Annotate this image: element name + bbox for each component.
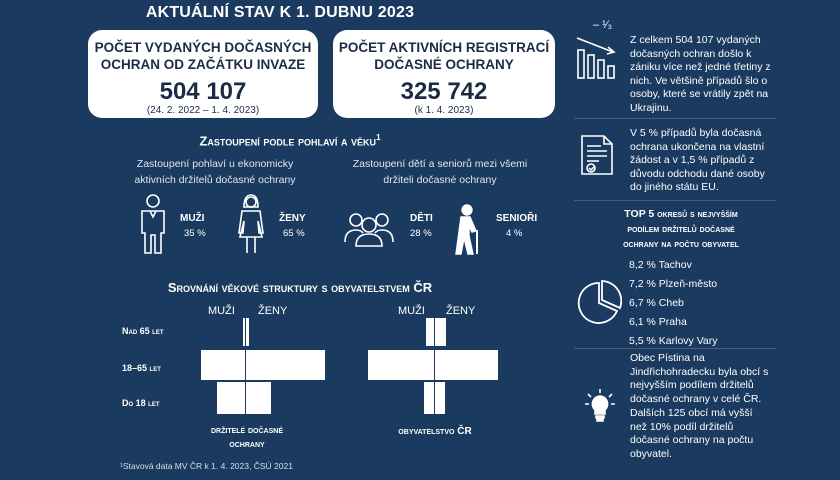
comparison-title: Srovnání věkové struktury s obyvatelstve… — [167, 280, 433, 295]
card-issued-value: 504 107 — [159, 78, 247, 105]
age-label-over65: Nad 65 let — [122, 326, 164, 336]
top5-title-2: podílem držitelů dočasné — [627, 223, 735, 235]
right-pyramid-1865-men — [368, 350, 434, 380]
left-pyramid-1865-men — [201, 350, 245, 380]
sidebar-divider-1 — [574, 118, 776, 119]
sidebar-block-4: Dalších 125 obcí má vyšší než 10% podíl … — [630, 407, 754, 460]
left-pyramid-1865-women — [246, 350, 325, 380]
right-pyramid-over65-men — [426, 318, 434, 346]
declining-bars-icon — [575, 36, 619, 80]
gender-caption-2: aktivních držitelů dočasné ochrany — [134, 174, 296, 186]
children-icon — [343, 208, 395, 248]
age-caption: Zastoupení dětí a seniorů mezi všemi drž… — [325, 156, 555, 188]
sidebar-block-2: V 5 % případů byla dočasná ochrana ukonč… — [630, 127, 765, 193]
card-active-registrations: POČET AKTIVNÍCH REGISTRACÍ DOČASNÉ OCHRA… — [333, 30, 555, 118]
men-label: MUŽI — [180, 213, 205, 224]
right-men-legend: MUŽI — [398, 305, 425, 317]
women-value: 65 % — [283, 228, 305, 239]
left-women-legend: ŽENY — [258, 305, 288, 317]
sidebar-divider-3 — [574, 348, 776, 349]
sidebar-divider-2 — [574, 200, 776, 201]
gender-caption-1: Zastoupení pohlaví u ekonomicky — [136, 158, 294, 170]
sidebar-block-1: Z celkem 504 107 vydaných dočasných ochr… — [630, 34, 771, 114]
footnote: ¹Stavová data MV ČR k 1. 4. 2023, ČSÚ 20… — [120, 461, 293, 471]
right-pyramid-under18-women — [435, 382, 445, 414]
left-caption-1: držitelé dočasné — [210, 425, 283, 436]
woman-icon — [236, 193, 266, 255]
top5-item: 7,2 % Plzeň-město — [629, 278, 718, 290]
gender-section-title-text: Zastoupení podle pohlaví a věku — [199, 133, 377, 149]
top5-title-1: TOP 5 okresů s nejvyšším — [624, 208, 738, 220]
left-pyramid-over65-men — [243, 318, 245, 346]
age-label-18-65: 18–65 let — [122, 363, 161, 373]
top5-title-3: ochrany na počtu obyvatel — [623, 238, 739, 250]
top5-title: TOP 5 okresů s nejvyšším podílem držitel… — [586, 207, 776, 252]
seniors-value: 4 % — [506, 228, 523, 239]
left-pyramid-under18-men — [217, 382, 245, 414]
footnote-mark: 1 — [376, 133, 381, 142]
top5-item: 6,1 % Praha — [629, 316, 687, 328]
right-women-legend: ŽENY — [446, 305, 476, 317]
left-caption-2: ochrany — [229, 439, 265, 450]
right-pyramid-1865-women — [435, 350, 498, 380]
top5-item: 6,7 % Cheb — [629, 297, 684, 309]
man-icon — [138, 193, 168, 255]
fraction-label: – ¹⁄₃ — [593, 19, 613, 31]
women-label: ŽENY — [279, 213, 306, 224]
card-active-title-2: DOČASNÉ OCHRANY — [374, 57, 514, 72]
children-label: DĚTI — [410, 213, 433, 224]
left-pyramid-caption: držitelé dočasné ochrany — [195, 424, 299, 452]
men-value: 35 % — [184, 228, 206, 239]
age-label-under18: Do 18 let — [122, 398, 160, 408]
age-caption-2: držiteli dočasné ochrany — [383, 174, 497, 186]
card-active-value: 325 742 — [400, 78, 488, 105]
card-issued-sub: (24. 2. 2022 – 1. 4. 2023) — [146, 105, 260, 116]
page-title: AKTUÁLNÍ STAV K 1. DUBNU 2023 — [145, 4, 415, 21]
age-caption-1: Zastoupení dětí a seniorů mezi všemi — [352, 158, 528, 170]
top5-item: 8,2 % Tachov — [629, 259, 692, 271]
left-pyramid-over65-women — [246, 318, 249, 346]
right-pyramid-caption: obyvatelstvo ČR — [398, 426, 472, 437]
right-pyramid-under18-men — [424, 382, 434, 414]
seniors-label: SENIOŘI — [496, 213, 538, 224]
top5-list: 8,2 % Tachov 7,2 % Plzeň-město 6,7 % Che… — [629, 256, 718, 351]
right-pyramid-over65-women — [435, 318, 446, 346]
lightbulb-icon — [584, 388, 616, 424]
pie-chart-icon — [576, 280, 622, 326]
card-issued-protections: POČET VYDANÝCH DOČASNÝCH OCHRAN OD ZAČÁT… — [88, 30, 318, 118]
left-men-legend: MUŽI — [208, 305, 235, 317]
card-active-title-1: POČET AKTIVNÍCH REGISTRACÍ — [338, 40, 550, 55]
document-icon — [580, 134, 614, 176]
card-issued-title-2: OCHRAN OD ZAČÁTKU INVAZE — [100, 57, 306, 72]
card-issued-title-1: POČET VYDANÝCH DOČASNÝCH — [94, 40, 312, 55]
gender-caption: Zastoupení pohlaví u ekonomicky aktivníc… — [100, 156, 330, 188]
children-value: 28 % — [410, 228, 432, 239]
card-active-sub: (k 1. 4. 2023) — [414, 105, 474, 116]
top5-item: 5,5 % Karlovy Vary — [629, 335, 718, 347]
left-pyramid-under18-women — [246, 382, 271, 414]
gender-section-title: Zastoupení podle pohlaví a věku1 — [120, 133, 460, 148]
sidebar-block-3: Obec Pístina na Jindřichohradecku byla o… — [630, 352, 769, 405]
senior-icon — [455, 204, 487, 256]
